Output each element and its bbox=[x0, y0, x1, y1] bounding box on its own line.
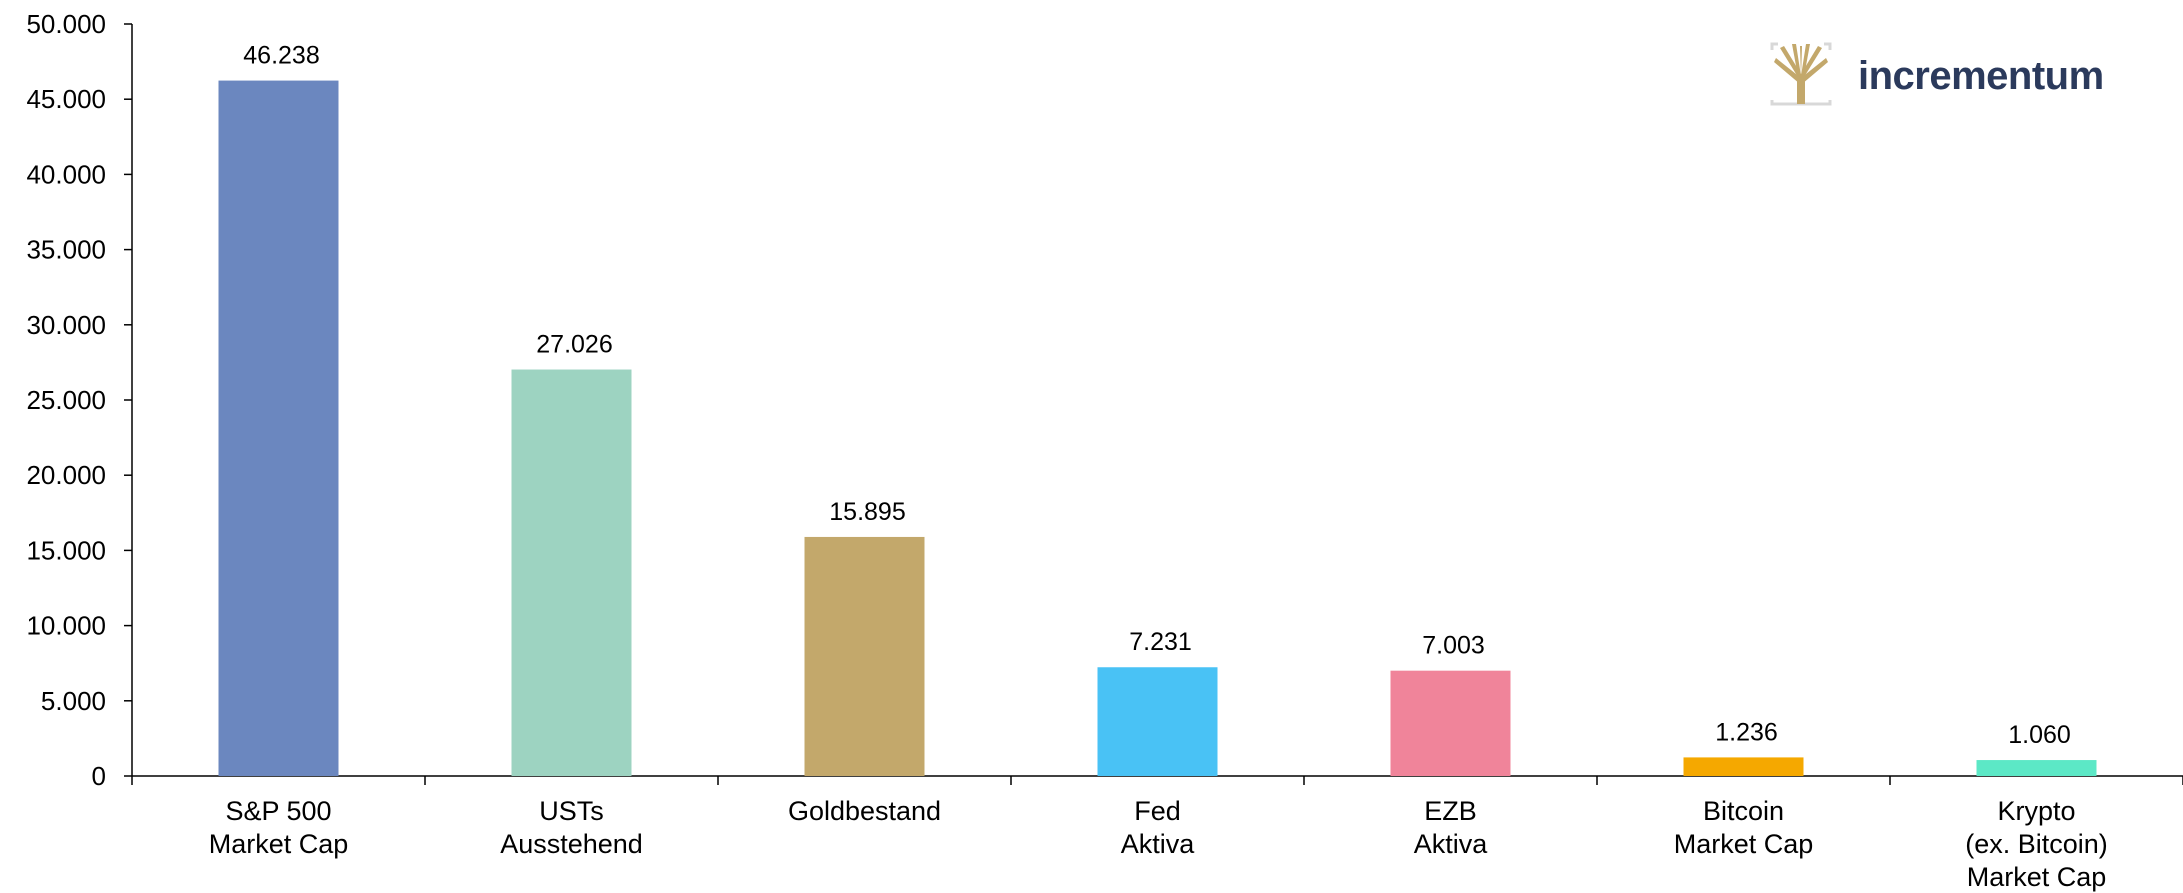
y-tick-label: 25.000 bbox=[26, 385, 106, 415]
bar bbox=[511, 369, 632, 776]
x-tick-label: Market Cap bbox=[1967, 862, 2107, 892]
logo: incrementum bbox=[1770, 42, 2104, 106]
y-tick-label: 50.000 bbox=[26, 9, 106, 39]
x-tick-label: Ausstehend bbox=[500, 829, 643, 859]
data-label: 1.236 bbox=[1715, 718, 1778, 746]
y-tick-label: 45.000 bbox=[26, 84, 106, 114]
bar bbox=[1683, 757, 1804, 776]
x-tick-label: Krypto bbox=[1997, 796, 2075, 826]
y-tick-label: 15.000 bbox=[26, 535, 106, 565]
y-tick-label: 30.000 bbox=[26, 310, 106, 340]
x-tick-label: Market Cap bbox=[1674, 829, 1814, 859]
bars bbox=[218, 80, 2097, 776]
x-tick-label: Market Cap bbox=[209, 829, 349, 859]
data-label: 1.060 bbox=[2008, 721, 2071, 749]
y-tick-label: 0 bbox=[92, 761, 106, 791]
x-tick-label: (ex. Bitcoin) bbox=[1965, 829, 2108, 859]
data-label: 46.238 bbox=[243, 42, 319, 70]
y-tick-label: 5.000 bbox=[41, 686, 106, 716]
logo-text: incrementum bbox=[1858, 54, 2104, 98]
x-tick-label: Aktiva bbox=[1121, 829, 1196, 859]
y-tick-label: 10.000 bbox=[26, 611, 106, 641]
bar bbox=[1097, 667, 1218, 776]
x-tick-label: S&P 500 bbox=[225, 796, 331, 826]
bar bbox=[1976, 760, 2097, 776]
data-label: 27.026 bbox=[536, 331, 612, 359]
x-tick-label: USTs bbox=[539, 796, 604, 826]
bar bbox=[1390, 670, 1511, 776]
data-label: 7.003 bbox=[1422, 632, 1485, 660]
x-tick-label: Bitcoin bbox=[1703, 796, 1784, 826]
y-tick-label: 35.000 bbox=[26, 235, 106, 265]
bar bbox=[804, 536, 925, 776]
data-label: 7.231 bbox=[1129, 628, 1192, 656]
tree-logo-icon bbox=[1770, 42, 1832, 106]
data-label: 15.895 bbox=[829, 498, 905, 526]
y-tick-label: 40.000 bbox=[26, 159, 106, 189]
x-tick-label: Fed bbox=[1134, 796, 1181, 826]
bar bbox=[218, 80, 339, 776]
axes: 0 5.000 10.000 15.000 20.000 25.000 30.000 35.0… bbox=[26, 9, 2183, 791]
x-tick-label: Aktiva bbox=[1414, 829, 1489, 859]
x-tick-label: EZB bbox=[1424, 796, 1477, 826]
y-tick-label: 20.000 bbox=[26, 460, 106, 490]
x-tick-label: Goldbestand bbox=[788, 796, 941, 826]
